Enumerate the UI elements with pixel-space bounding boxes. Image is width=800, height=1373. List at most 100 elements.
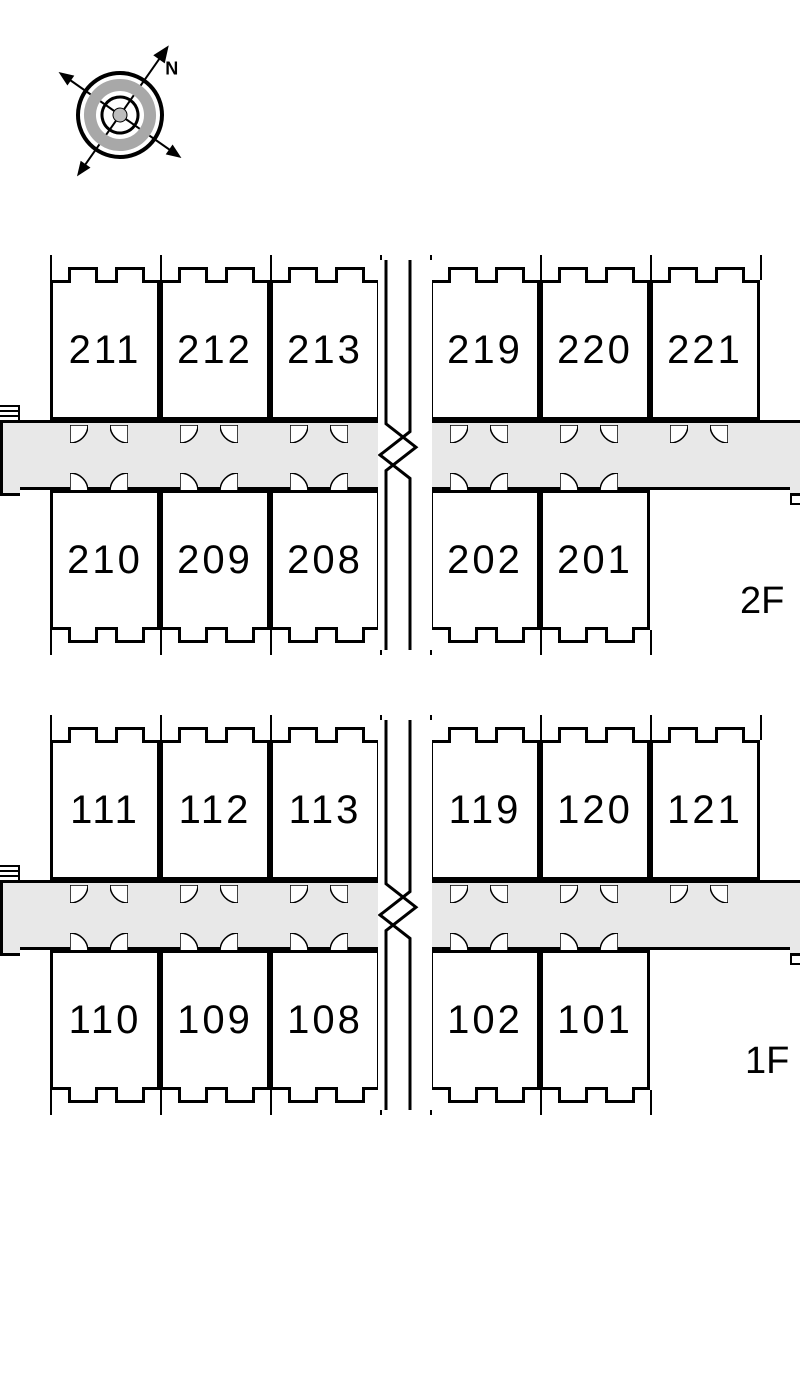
door-icon [490,885,508,903]
wall-tick [380,715,382,740]
unit-row: 219220221 [0,280,800,420]
window-icon [558,1087,588,1103]
door-icon [490,473,508,491]
door-icon [490,425,508,443]
wall-tick [540,630,542,655]
wall-tick [160,255,162,280]
unit-220: 220 [540,280,650,420]
wall-tick [430,1090,432,1115]
door-icon [600,473,618,491]
corridor [20,880,790,950]
unit-102: 102 [430,950,540,1090]
wall-tick [650,255,652,280]
door-icon [450,885,468,903]
window-icon [495,627,525,643]
door-icon [600,425,618,443]
door-icon [600,885,618,903]
door-icon [560,425,578,443]
unit-row: 102101 [0,950,800,1090]
unit-120: 120 [540,740,650,880]
door-icon [220,473,238,491]
window-icon [558,267,588,283]
window-icon [558,627,588,643]
door-icon [290,885,308,903]
door-icon [180,473,198,491]
wall-tick [50,630,52,655]
wall-tick [270,630,272,655]
window-icon [668,727,698,743]
wall-tick [760,255,762,280]
wall-tick [430,630,432,655]
wall-tick [650,630,652,655]
door-icon [290,425,308,443]
floor-2F: 2112122132192202212102092082022012F [0,280,800,630]
door-icon [220,933,238,951]
unit-row: 119120121 [0,740,800,880]
door-icon [290,933,308,951]
wall-tick [160,715,162,740]
wall-tick [50,255,52,280]
door-icon [180,885,198,903]
wall-tick [160,630,162,655]
door-icon [330,425,348,443]
door-icon [70,885,88,903]
compass-icon: N [40,20,200,190]
compass-n-label: N [165,59,178,79]
wall-tick [540,255,542,280]
wall-tick [650,1090,652,1115]
door-icon [110,473,128,491]
door-icon [710,885,728,903]
door-icon [330,885,348,903]
door-icon [70,425,88,443]
wall-tick [380,1090,382,1115]
wall-tick [540,715,542,740]
window-icon [715,727,745,743]
wall-tick [50,1090,52,1115]
door-icon [490,933,508,951]
unit-221: 221 [650,280,760,420]
floor-label: 2F [740,580,784,623]
wall-tick [430,715,432,740]
floor-1F: 1111121131191201211101091081021011F [0,740,800,1090]
corridor-end-left [0,420,20,496]
wall-tick [270,1090,272,1115]
window-icon [558,727,588,743]
wall-tick [380,255,382,280]
wall-tick [50,715,52,740]
window-icon [605,267,635,283]
door-icon [330,933,348,951]
door-icon [450,473,468,491]
door-icon [560,473,578,491]
unit-101: 101 [540,950,650,1090]
window-icon [605,1087,635,1103]
window-icon [605,727,635,743]
door-icon [180,425,198,443]
door-icon [670,885,688,903]
door-icon [110,885,128,903]
window-icon [495,1087,525,1103]
window-icon [668,267,698,283]
top-row: 211212213219220221 [0,280,800,420]
unit-119: 119 [430,740,540,880]
unit-201: 201 [540,490,650,630]
corridor-end-left [0,880,20,956]
floor-label: 1F [745,1040,789,1083]
door-icon [330,473,348,491]
door-icon [560,885,578,903]
door-icon [600,933,618,951]
window-icon [605,627,635,643]
door-icon [220,425,238,443]
wall-tick [430,255,432,280]
corridor [20,420,790,490]
unit-row: 202201 [0,490,800,630]
window-icon [448,1087,478,1103]
wall-tick [540,1090,542,1115]
window-icon [715,267,745,283]
wall-tick [270,715,272,740]
top-row: 111112113119120121 [0,740,800,880]
wall-tick [650,715,652,740]
door-icon [70,933,88,951]
unit-202: 202 [430,490,540,630]
wall-tick [760,715,762,740]
door-icon [180,933,198,951]
